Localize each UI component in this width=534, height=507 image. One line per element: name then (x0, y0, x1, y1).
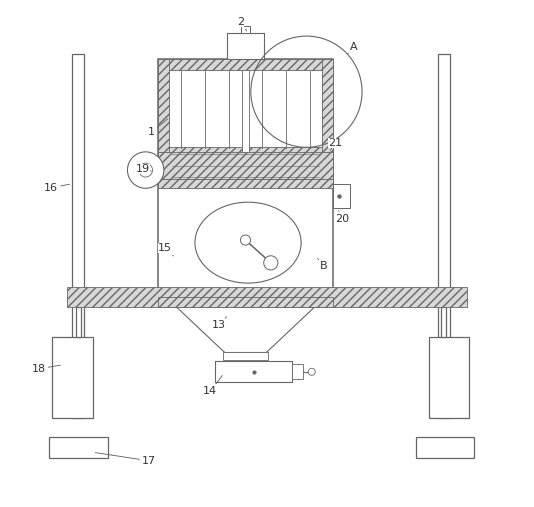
Bar (139, 159, 147, 181)
Bar (292, 365, 303, 379)
Bar (223, 352, 268, 360)
Text: 20: 20 (335, 210, 349, 224)
Bar (158, 298, 333, 307)
Bar (429, 337, 469, 418)
Bar (158, 153, 333, 178)
Text: 1: 1 (148, 119, 168, 137)
Text: 2: 2 (237, 17, 247, 31)
Text: 13: 13 (212, 317, 226, 330)
Bar (416, 437, 474, 458)
Text: B: B (318, 259, 328, 271)
Ellipse shape (195, 202, 301, 283)
Text: 14: 14 (203, 376, 222, 396)
Text: 21: 21 (328, 138, 342, 151)
Circle shape (139, 163, 153, 177)
Bar (242, 70, 249, 153)
Circle shape (264, 256, 278, 270)
Bar (49, 437, 108, 458)
Bar (438, 54, 450, 418)
Circle shape (308, 368, 315, 375)
Text: 19: 19 (136, 164, 151, 173)
Bar (241, 26, 250, 32)
Bar (441, 307, 446, 337)
Text: A: A (348, 42, 358, 54)
Circle shape (128, 152, 164, 188)
Circle shape (240, 235, 250, 245)
Bar (158, 59, 333, 307)
Bar (76, 307, 81, 337)
Bar (72, 54, 84, 418)
Bar (226, 32, 264, 59)
Bar (158, 147, 333, 158)
Bar (215, 361, 292, 382)
Bar (158, 59, 169, 153)
Bar (52, 337, 92, 418)
Text: 15: 15 (158, 243, 174, 256)
Bar (158, 59, 333, 70)
Bar (158, 178, 333, 188)
Text: 16: 16 (44, 183, 69, 193)
Bar (321, 59, 333, 153)
Text: 18: 18 (32, 364, 60, 374)
Text: 17: 17 (95, 453, 156, 466)
Bar (67, 287, 467, 307)
Bar (333, 184, 350, 208)
